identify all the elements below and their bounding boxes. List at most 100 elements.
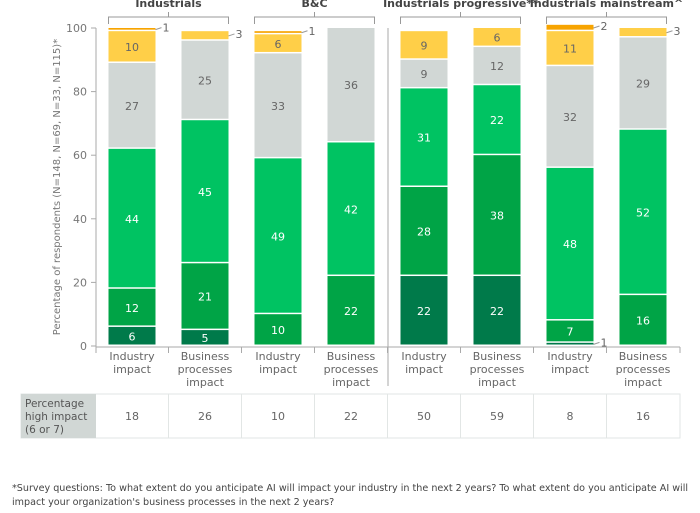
bar-segment	[400, 59, 448, 87]
bar-segment	[108, 62, 156, 148]
data-label: 44	[125, 213, 139, 226]
bar-segment	[619, 28, 667, 37]
data-label: 29	[636, 78, 650, 91]
data-label: 1	[601, 336, 608, 349]
label-leader	[593, 341, 600, 345]
group-label: B&C	[301, 0, 327, 10]
category-label: Industry	[401, 350, 447, 363]
bar-segment	[546, 342, 594, 345]
data-label: 9	[421, 39, 428, 52]
bar-segment	[327, 28, 375, 141]
data-label: 7	[567, 326, 574, 339]
bar-segment	[181, 40, 229, 119]
group-label: Industrials	[135, 0, 202, 10]
bar-segment	[400, 276, 448, 345]
category-label: impact	[551, 363, 590, 376]
category-label: processes	[470, 363, 525, 376]
category-label: impact	[186, 376, 225, 389]
category-label: impact	[405, 363, 444, 376]
bar-segment	[546, 320, 594, 342]
bar-segment	[473, 28, 521, 46]
label-leader	[155, 27, 162, 31]
data-label: 31	[417, 132, 431, 145]
y-tick-label: 60	[73, 149, 87, 162]
y-tick-label: 100	[66, 22, 87, 35]
bar-segment	[473, 276, 521, 345]
table-value: 8	[567, 410, 574, 423]
bar-segment	[181, 120, 229, 262]
bar-segment	[108, 31, 156, 62]
category-label: impact	[478, 376, 517, 389]
category-label: impact	[113, 363, 152, 376]
category-label: impact	[332, 376, 371, 389]
label-leader	[593, 25, 600, 29]
data-label: 10	[125, 41, 139, 54]
table-value: 22	[344, 410, 358, 423]
table-value: 10	[271, 410, 285, 423]
y-tick-label: 40	[73, 213, 87, 226]
data-label: 22	[344, 305, 358, 318]
data-label: 12	[125, 302, 139, 315]
data-label: 1	[163, 22, 170, 35]
bar-segment	[400, 187, 448, 275]
data-label: 2	[601, 20, 608, 33]
data-label: 22	[490, 114, 504, 127]
high-impact-table	[20, 393, 681, 439]
table-header-cell	[21, 394, 96, 438]
bar-segment	[108, 28, 156, 30]
bar-segment	[181, 330, 229, 345]
table-header-text: high impact	[25, 411, 87, 423]
data-label: 21	[198, 291, 212, 304]
y-tick-label: 0	[80, 340, 87, 353]
data-label: 22	[490, 305, 504, 318]
data-label: 3	[674, 25, 681, 38]
group-bracket	[400, 12, 521, 24]
label-leader	[666, 30, 673, 34]
data-label: 33	[271, 100, 285, 113]
bar-segment	[254, 34, 302, 52]
category-label: Business	[473, 350, 522, 363]
data-label: 28	[417, 226, 431, 239]
bar-segment	[546, 24, 594, 30]
bar-segment	[108, 288, 156, 326]
category-label: Business	[619, 350, 668, 363]
data-label: 9	[421, 68, 428, 81]
table-value: 59	[490, 410, 504, 423]
category-label: Industry	[547, 350, 593, 363]
bar-segment	[546, 167, 594, 320]
table-value: 50	[417, 410, 431, 423]
category-label: Industry	[109, 350, 155, 363]
bar-segment	[619, 295, 667, 345]
bar-segment	[546, 31, 594, 65]
data-label: 11	[563, 43, 577, 56]
data-label: 5	[202, 332, 209, 345]
bar-segment	[108, 326, 156, 345]
category-label: processes	[616, 363, 671, 376]
bar-segment	[181, 263, 229, 329]
group-bracket	[254, 12, 375, 24]
bar-segment	[473, 155, 521, 275]
group-bracket	[546, 12, 667, 24]
data-label: 52	[636, 206, 650, 219]
table-header-text: (6 or 7)	[25, 424, 64, 436]
y-tick-label: 20	[73, 276, 87, 289]
data-label: 48	[563, 238, 577, 251]
data-label: 1	[309, 25, 316, 38]
y-tick-label: 80	[73, 86, 87, 99]
bar-segment	[400, 31, 448, 59]
label-leader	[301, 30, 308, 34]
table-value: 26	[198, 410, 212, 423]
category-label: processes	[324, 363, 379, 376]
group-bracket	[108, 12, 229, 24]
category-label: Business	[181, 350, 230, 363]
bar-segment	[254, 314, 302, 345]
table-value: 16	[636, 410, 650, 423]
data-label: 42	[344, 203, 358, 216]
bar-segment	[108, 148, 156, 288]
bar-segment	[254, 53, 302, 157]
bar-segment	[473, 85, 521, 154]
bar-segment	[254, 158, 302, 313]
group-label: Industrials mainstream^	[530, 0, 683, 10]
data-label: 16	[636, 315, 650, 328]
